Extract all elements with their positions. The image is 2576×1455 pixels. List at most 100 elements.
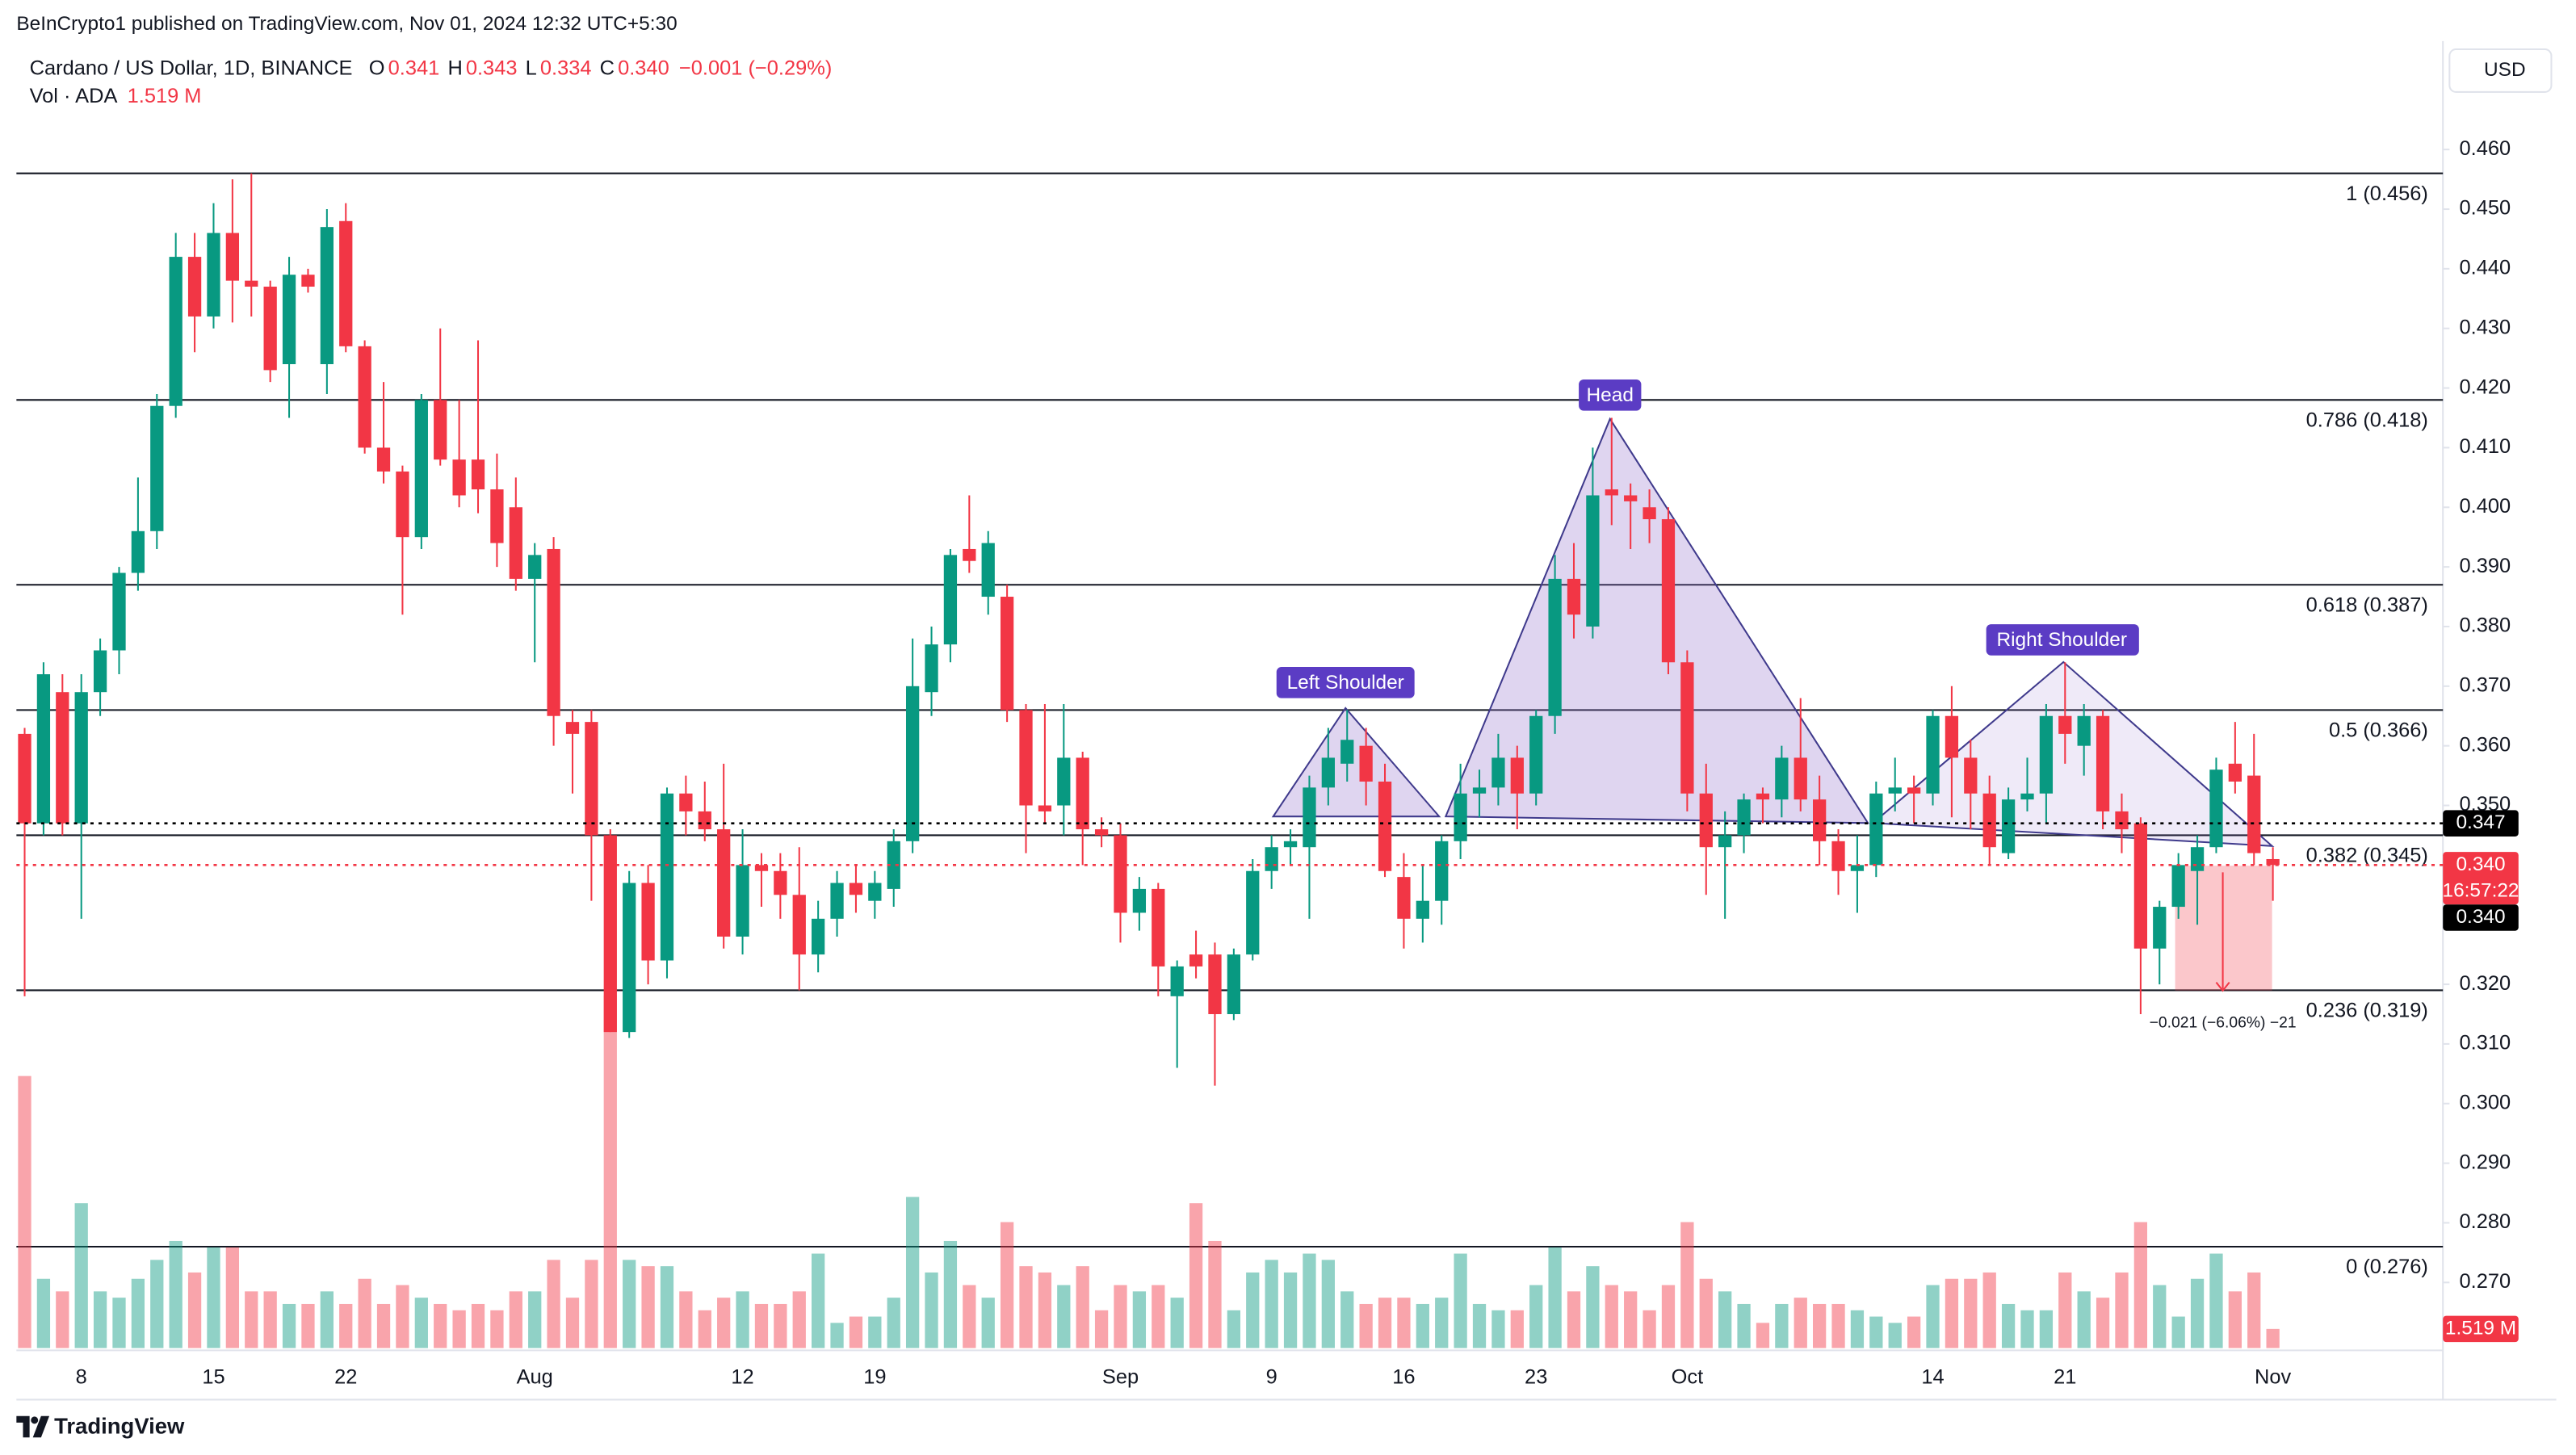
volume-bar: [1378, 1298, 1392, 1348]
pattern-layer: [1271, 417, 2275, 992]
volume-bar: [2190, 1278, 2205, 1348]
volume-bar: [187, 1272, 202, 1348]
x-tick-label: 22: [334, 1366, 357, 1389]
candle-body: [2153, 907, 2167, 949]
volume-bar: [641, 1266, 655, 1348]
candle-body: [2133, 823, 2148, 949]
published-line: BeInCrypto1 published on TradingView.com…: [16, 13, 677, 35]
volume-bar: [74, 1203, 88, 1348]
candle-body: [74, 692, 88, 824]
candle-body: [547, 548, 560, 716]
volume-bar: [1548, 1247, 1562, 1348]
candle-body: [1303, 787, 1316, 848]
volume-bar: [1435, 1298, 1449, 1348]
change: −0.001 (−0.29%): [679, 57, 832, 79]
volume-bar: [1718, 1291, 1732, 1348]
candle-body: [1756, 793, 1770, 800]
x-tick-label: 16: [1392, 1366, 1415, 1389]
volume-bar: [717, 1298, 731, 1348]
volume-bar: [36, 1278, 51, 1348]
price-tag: [2443, 904, 2519, 931]
candle-body: [830, 883, 844, 919]
volume-bar: [660, 1266, 674, 1348]
candle-body: [1888, 787, 1902, 794]
x-tick-label: 14: [1921, 1366, 1944, 1389]
volume-bar: [1152, 1285, 1165, 1348]
volume-bar: [1661, 1285, 1676, 1348]
ohlc-value: 0.340: [618, 57, 669, 79]
candle-body: [623, 883, 636, 1033]
volume-bar: [56, 1291, 69, 1348]
candle-body: [2266, 858, 2280, 866]
candle-body: [112, 572, 126, 651]
volume-bar: [585, 1260, 598, 1348]
ohlc-value: 0.341: [388, 57, 440, 79]
x-tick-label: 19: [863, 1366, 886, 1389]
candle-body: [1624, 495, 1638, 501]
volume-line: Vol · ADA 1.519 M: [30, 85, 202, 107]
candle-body: [225, 233, 240, 281]
x-tick-label: 8: [76, 1366, 87, 1389]
candle-body: [1472, 787, 1487, 794]
candle-body: [1813, 799, 1827, 841]
candle-body: [282, 275, 296, 365]
volume-bar: [225, 1247, 240, 1348]
candle-body: [1019, 710, 1033, 806]
candle-body: [150, 405, 164, 531]
volume-bar: [490, 1310, 504, 1348]
candle-body: [169, 257, 183, 406]
volume-bar: [131, 1278, 145, 1348]
volume-bar: [754, 1303, 769, 1348]
volume-bar: [112, 1298, 126, 1348]
volume-bar: [396, 1285, 409, 1348]
candle-body: [1699, 793, 1713, 848]
y-tick-label: 0.300: [2460, 1091, 2511, 1113]
candle-body: [925, 644, 938, 693]
candle-body: [812, 918, 825, 955]
volume-bar: [981, 1298, 995, 1348]
price-tag: [2443, 852, 2519, 905]
candle-body: [1321, 757, 1335, 788]
volume-bar: [1510, 1310, 1524, 1348]
volume-bar: [1680, 1222, 1694, 1348]
volume-bar: [1775, 1303, 1789, 1348]
ohlc-label: O: [369, 57, 385, 79]
candle-body: [1208, 954, 1222, 1014]
volume-bar: [1321, 1260, 1335, 1348]
x-tick-label: 12: [731, 1366, 753, 1389]
annotation-head: Head: [1587, 384, 1634, 406]
candle-body: [905, 686, 920, 841]
volume-bar: [1529, 1285, 1543, 1348]
volume-bar: [1208, 1240, 1222, 1348]
volume-bar: [1038, 1272, 1052, 1348]
volume-bar: [1170, 1298, 1184, 1348]
candle-body: [452, 459, 466, 496]
y-tick-label: 0.420: [2460, 375, 2511, 398]
volume-bar: [1454, 1253, 1467, 1348]
x-tick-label: 21: [2054, 1366, 2076, 1389]
symbol-line: Cardano / US Dollar, 1D, BINANCE O 0.341 H 0…: [30, 57, 833, 79]
price-tag-label: 0.347: [2456, 811, 2505, 833]
y-tick-label: 0.310: [2460, 1032, 2511, 1055]
candle-body: [1567, 578, 1581, 615]
candle-body: [1000, 597, 1014, 711]
candle-body: [1114, 835, 1127, 913]
candle-body: [301, 275, 315, 287]
candle-body: [2228, 763, 2242, 782]
candle-body: [2077, 715, 2091, 746]
y-tick-label: 0.440: [2460, 257, 2511, 279]
volume-bar: [207, 1247, 220, 1348]
currency-label[interactable]: USD: [2484, 59, 2526, 81]
candle-body: [1378, 781, 1392, 871]
candle-body: [263, 287, 277, 371]
candle-body: [1945, 715, 1959, 758]
candle-body: [1057, 757, 1071, 806]
volume-bar: [1246, 1272, 1260, 1348]
candle-body: [1680, 662, 1694, 794]
candle-body: [471, 459, 485, 490]
annotation-box: [1986, 624, 2139, 656]
currency-button[interactable]: [2448, 48, 2553, 93]
volume-bar: [1567, 1291, 1581, 1348]
volume-value: 1.519 M: [128, 85, 202, 107]
candle-body: [376, 447, 391, 472]
